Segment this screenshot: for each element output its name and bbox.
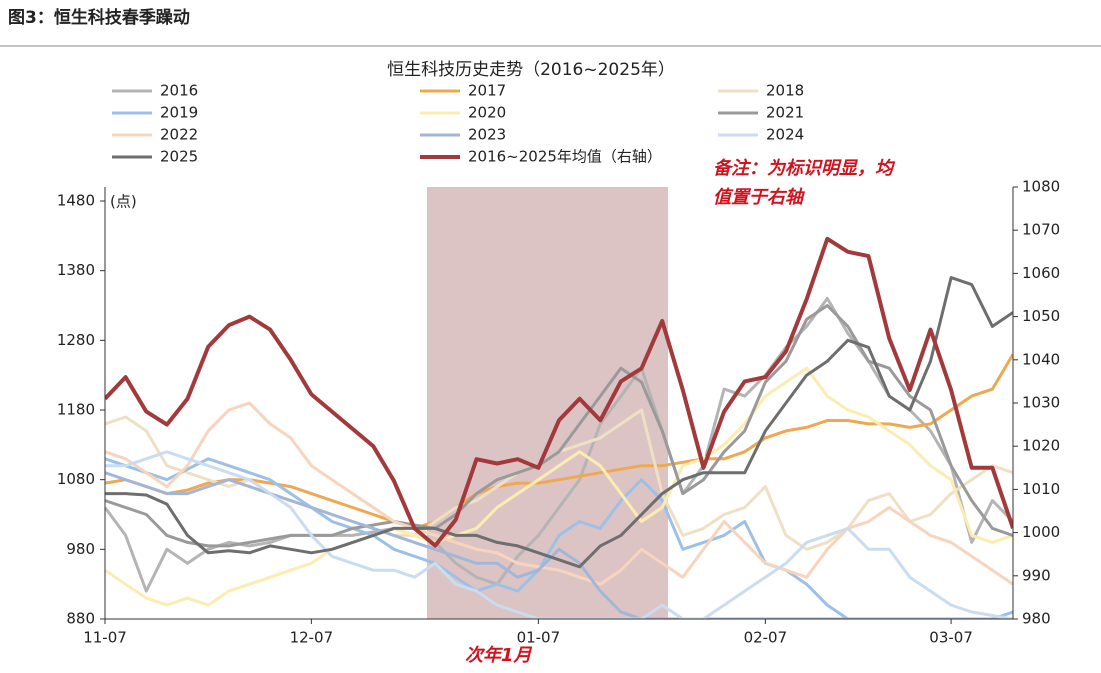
y-tick-label: 880	[66, 610, 95, 628]
series-line	[105, 457, 1013, 619]
x-tick-label: 02-07	[744, 629, 788, 647]
legend-label: 2025	[160, 148, 198, 166]
y2-tick-label: 1000	[1022, 523, 1060, 541]
series-line	[105, 276, 1013, 569]
legend-label: 2017	[468, 82, 506, 100]
series-line	[105, 471, 1013, 619]
x-tick-label: 12-07	[290, 629, 334, 647]
series-line	[105, 401, 1013, 586]
y2-tick-label: 1070	[1022, 221, 1060, 239]
y2-tick-label: 1060	[1022, 264, 1060, 282]
header: 图3：恒生科技春季躁动	[8, 7, 190, 28]
series-line	[105, 236, 1013, 548]
x-tick-label: 03-07	[929, 629, 973, 647]
y2-tick-label: 1080	[1022, 178, 1060, 196]
legend-label: 2016	[160, 82, 198, 100]
y2-tick-label: 1020	[1022, 437, 1060, 455]
annotation: 次年1月	[465, 645, 533, 666]
legend-label: 2020	[468, 104, 506, 122]
y2-tick-label: 1030	[1022, 394, 1060, 412]
legend-label: 2016~2025年均值（右轴）	[468, 148, 662, 166]
y2-tick-label: 1010	[1022, 480, 1060, 498]
chart-title: 恒生科技历史走势（2016~2025年）	[387, 60, 675, 80]
series-line	[105, 450, 1013, 619]
series-line	[105, 304, 1013, 548]
y-unit: (点)	[110, 193, 137, 211]
y-tick-label: 1280	[57, 331, 95, 349]
y2-tick-label: 990	[1022, 566, 1051, 584]
legend-label: 2024	[766, 126, 804, 144]
y2-tick-label: 1040	[1022, 350, 1060, 368]
y-tick-label: 1080	[57, 470, 95, 488]
legend-label: 2019	[160, 104, 198, 122]
x-tick-label: 01-07	[517, 629, 561, 647]
legend-label: 2023	[468, 126, 506, 144]
legend-label: 2018	[766, 82, 804, 100]
series-line	[105, 353, 1013, 530]
y-tick-label: 980	[66, 540, 95, 558]
y-tick-label: 1380	[57, 261, 95, 279]
x-tick-label: 11-07	[83, 629, 127, 647]
y2-tick-label: 980	[1022, 610, 1051, 628]
annotation: 值置于右轴	[713, 187, 805, 208]
y2-tick-label: 1050	[1022, 307, 1060, 325]
series-line	[105, 366, 1013, 607]
y-tick-label: 1180	[57, 401, 95, 419]
legend-label: 2021	[766, 104, 804, 122]
annotation: 备注：为标识明显，均	[713, 158, 896, 179]
y-tick-label: 1480	[57, 192, 95, 210]
legend-label: 2022	[160, 126, 198, 144]
plot-lines	[105, 236, 1013, 619]
